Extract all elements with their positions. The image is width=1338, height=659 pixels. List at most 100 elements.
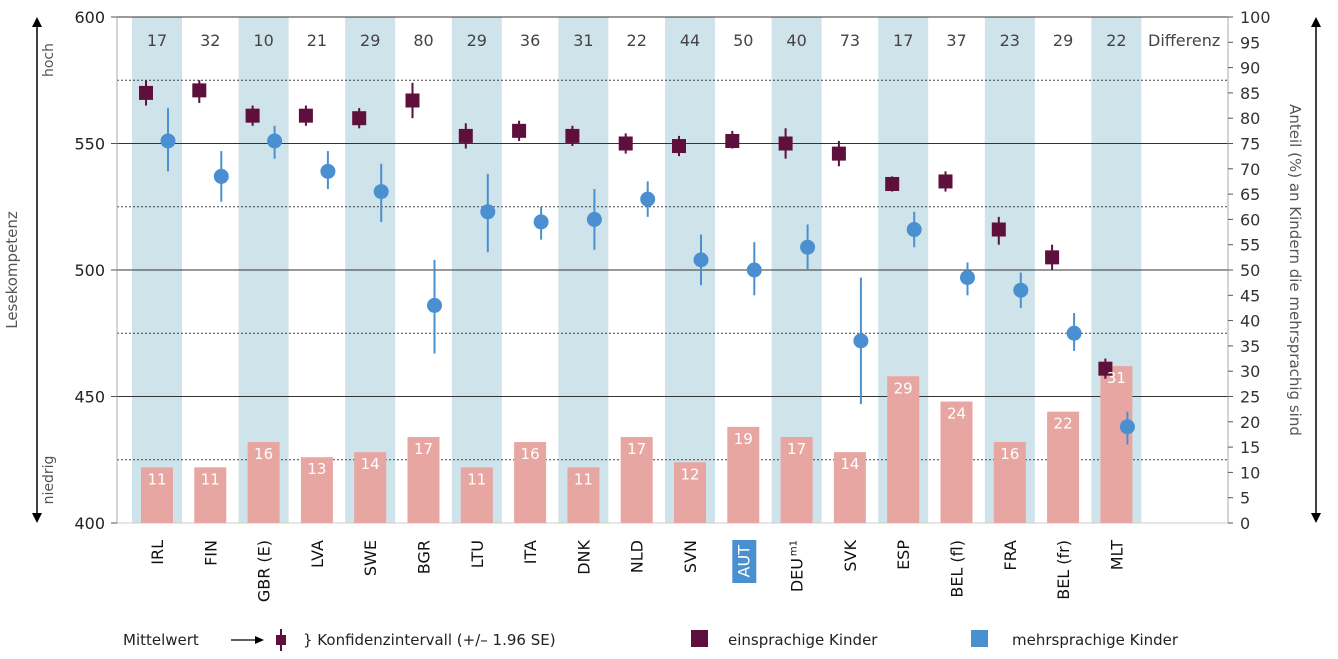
right-tick-label: 35 bbox=[1240, 337, 1260, 356]
share-bar bbox=[620, 436, 653, 523]
legend-mean-marker bbox=[276, 635, 286, 645]
category-label: SVN bbox=[681, 540, 700, 573]
mean-marker-mehrsprachig bbox=[960, 270, 975, 286]
difference-value: 37 bbox=[946, 31, 966, 50]
legend-label-mehrsprachig: mehrsprachige Kinder bbox=[1012, 631, 1179, 649]
category-label: AUT bbox=[734, 545, 753, 578]
share-bar bbox=[727, 426, 760, 523]
legend-label-einsprachig: einsprachige Kinder bbox=[728, 631, 878, 649]
right-tick-label: 0 bbox=[1240, 514, 1250, 533]
mean-marker-mehrsprachig bbox=[213, 168, 229, 184]
right-tick-label: 45 bbox=[1240, 286, 1260, 305]
share-bar-label: 11 bbox=[574, 470, 593, 488]
labels: 11 11 16 13 14 17 11 16 11 17 12 19 17 14 29 24 16 22 31 Le… bbox=[3, 31, 1304, 602]
mean-marker-einsprachig bbox=[245, 108, 260, 123]
category-label-group: BEL (fl) bbox=[948, 540, 967, 598]
share-bar-label: 17 bbox=[787, 440, 806, 458]
difference-value: 36 bbox=[520, 31, 540, 50]
share-bar bbox=[354, 452, 387, 523]
mean-marker-einsprachig bbox=[512, 123, 527, 138]
mean-marker-mehrsprachig bbox=[693, 252, 709, 268]
share-bar-label: 17 bbox=[414, 440, 433, 458]
share-bar bbox=[300, 457, 333, 523]
category-label: NLD bbox=[628, 540, 647, 573]
difference-value: 23 bbox=[1000, 31, 1020, 50]
difference-value: 44 bbox=[680, 31, 700, 50]
category-label-group: LTU bbox=[468, 540, 487, 568]
mean-marker-mehrsprachig bbox=[1013, 282, 1029, 298]
difference-value: 73 bbox=[840, 31, 860, 50]
category-label: FRA bbox=[1001, 540, 1020, 571]
mean-marker-mehrsprachig bbox=[586, 211, 602, 227]
mean-marker-mehrsprachig bbox=[267, 133, 283, 149]
mean-marker-mehrsprachig bbox=[746, 262, 762, 278]
category-label-group: DEU m1 bbox=[788, 540, 807, 592]
legend-mean-label: Mittelwert bbox=[123, 631, 199, 649]
category-label: BEL (fr) bbox=[1054, 540, 1073, 600]
category-label: MLT bbox=[1107, 540, 1126, 571]
share-bar bbox=[780, 436, 813, 523]
right-tick-label: 85 bbox=[1240, 84, 1260, 103]
category-label: FIN bbox=[201, 540, 220, 566]
arrow-down-icon bbox=[1311, 513, 1321, 523]
mean-marker-einsprachig bbox=[1098, 361, 1113, 376]
left-axis-title: Lesekompetenz bbox=[3, 211, 21, 329]
share-bar-label: 14 bbox=[840, 455, 859, 473]
category-label-group: FIN bbox=[201, 540, 220, 566]
mean-marker-einsprachig bbox=[991, 222, 1006, 237]
arrow-up-icon bbox=[1311, 17, 1321, 27]
category-label-group: AUT bbox=[732, 540, 757, 583]
mean-marker-einsprachig bbox=[192, 83, 207, 98]
mean-marker-einsprachig bbox=[725, 133, 740, 148]
category-label-group: BEL (fr) bbox=[1054, 540, 1073, 600]
difference-value: 10 bbox=[253, 31, 273, 50]
right-tick-label: 15 bbox=[1240, 438, 1260, 457]
data-marks bbox=[139, 80, 1135, 445]
share-bar bbox=[1047, 411, 1080, 523]
share-bar bbox=[247, 442, 280, 523]
category-label-group: FRA bbox=[1001, 540, 1020, 571]
right-tick-label: 100 bbox=[1240, 8, 1271, 27]
mean-marker-mehrsprachig bbox=[906, 222, 922, 238]
share-bar-label: 16 bbox=[254, 445, 273, 463]
mean-marker-mehrsprachig bbox=[427, 297, 442, 313]
mean-marker-einsprachig bbox=[458, 128, 473, 143]
right-tick-label: 30 bbox=[1240, 362, 1260, 381]
right-tick-label: 95 bbox=[1240, 33, 1260, 52]
arrow-down-icon bbox=[32, 513, 42, 523]
share-bar-label: 19 bbox=[734, 430, 753, 448]
category-label: ITA bbox=[521, 540, 540, 564]
mean-marker-mehrsprachig bbox=[853, 333, 869, 349]
share-bar-label: 22 bbox=[1054, 415, 1073, 433]
mean-marker-mehrsprachig bbox=[160, 133, 176, 149]
mean-marker-mehrsprachig bbox=[1119, 419, 1135, 435]
left-tick-label: 550 bbox=[74, 135, 105, 154]
category-label-group: BGR bbox=[415, 540, 434, 574]
mean-marker-mehrsprachig bbox=[480, 204, 496, 220]
mean-marker-einsprachig bbox=[352, 111, 367, 126]
highlight-box bbox=[732, 540, 757, 583]
share-bar bbox=[514, 442, 547, 523]
right-tick-label: 90 bbox=[1240, 59, 1260, 78]
difference-value: 80 bbox=[413, 31, 433, 50]
share-bar bbox=[407, 436, 440, 523]
mean-marker-mehrsprachig bbox=[373, 184, 389, 200]
mean-marker-einsprachig bbox=[298, 108, 313, 123]
category-label-group: SVK bbox=[841, 539, 860, 571]
share-bar-label: 17 bbox=[627, 440, 646, 458]
share-bar-label: 11 bbox=[201, 470, 220, 488]
right-tick-label: 40 bbox=[1240, 312, 1260, 331]
difference-value: 17 bbox=[147, 31, 167, 50]
mean-marker-einsprachig bbox=[565, 128, 580, 143]
category-superscript: m1 bbox=[789, 540, 800, 556]
mean-marker-einsprachig bbox=[405, 93, 420, 108]
mean-marker-einsprachig bbox=[618, 136, 633, 151]
category-label: BEL (fl) bbox=[948, 540, 967, 598]
difference-value: 22 bbox=[627, 31, 647, 50]
mean-marker-einsprachig bbox=[139, 85, 153, 100]
category-label: LTU bbox=[468, 540, 487, 568]
top-label: hoch bbox=[41, 43, 57, 77]
right-tick-label: 65 bbox=[1240, 185, 1260, 204]
category-label-group: SVN bbox=[681, 540, 700, 573]
share-bars bbox=[141, 366, 1133, 523]
